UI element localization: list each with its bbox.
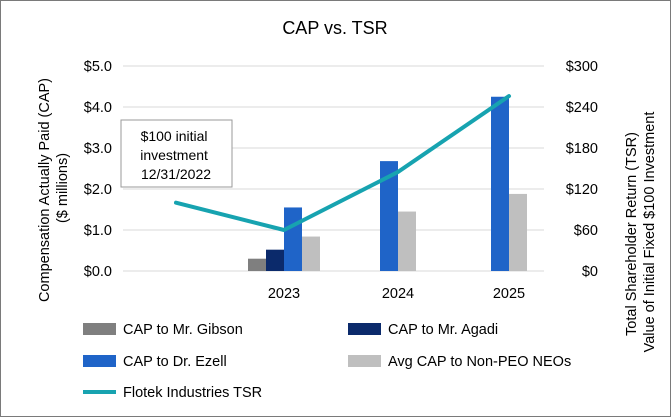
annotation-line-2: investment [140,147,208,163]
y-axis-label: Compensation Actually Paid (CAP) ($ mill… [37,74,71,302]
y2-tick-label: $60 [574,223,598,239]
y2-tick-label: $180 [566,141,598,157]
bar-cap-to-dr-ezell-2025 [491,96,509,271]
x-tick-label: 2024 [382,286,414,302]
legend-label-cap-to-dr-ezell: CAP to Dr. Ezell [123,354,227,370]
gridlines [123,65,544,272]
bar-avg-cap-to-non-peo-neos-2024 [398,211,416,271]
y2-tick-label: $0 [582,264,598,280]
annotation-box [120,119,233,188]
x-tick-label: 2023 [268,286,300,302]
y-axis-label-line-2: ($ millions) [55,153,71,223]
y-tick-label: $2.0 [84,182,112,198]
bar-cap-to-dr-ezell-2023 [284,207,302,271]
legend: CAP to Mr. Gibson CAP to Mr. Agadi CAP to … [83,322,571,401]
legend-label-flotek-industries-tsr: Flotek Industries TSR [123,385,262,401]
annotation-line-1: $100 initial [141,128,208,144]
y-tick-label: $0.0 [84,264,112,280]
y2-tick-label: $120 [566,182,598,198]
bar-cap-to-mr-agadi-2023 [266,249,284,271]
bar-avg-cap-to-non-peo-neos-2023 [302,236,320,271]
bar-cap-to-dr-ezell-2024 [380,161,398,271]
tsr-line-series [174,94,511,232]
y-tick-label: $1.0 [84,223,112,239]
legend-label-cap-to-mr-agadi: CAP to Mr. Agadi [388,322,498,338]
legend-label-avg-cap-to-non-peo-neos: Avg CAP to Non-PEO NEOs [388,354,571,370]
secondary-y-axis-ticks: $0 $60 $120 $180 $240 $300 [566,59,598,280]
y-axis-label-line-1: Compensation Actually Paid (CAP) [37,78,53,302]
y2-axis-label: Total Shareholder Return (TSR) Value of … [624,112,658,353]
bar-cap-to-mr-gibson-2023 [248,258,266,271]
y-tick-label: $5.0 [84,59,112,75]
primary-y-axis-ticks: $0.0 $1.0 $2.0 $3.0 $4.0 $5.0 [84,59,112,280]
x-axis-ticks: 2023 2024 2025 [268,286,525,302]
chart-title: CAP vs. TSR [282,18,387,38]
y2-tick-label: $240 [566,100,598,116]
initial-investment-annotation: $100 initial investment 12/31/2022 [120,119,233,188]
y-tick-label: $4.0 [84,100,112,116]
legend-swatch-cap-to-dr-ezell [83,355,116,367]
y-tick-label: $3.0 [84,141,112,157]
legend-swatch-cap-to-mr-agadi [348,323,381,335]
legend-label-cap-to-mr-gibson: CAP to Mr. Gibson [123,322,243,338]
bar-series [248,96,527,271]
legend-swatch-avg-cap-to-non-peo-neos [348,355,381,367]
y2-axis-label-line-1: Total Shareholder Return (TSR) [624,132,640,336]
legend-swatch-cap-to-mr-gibson [83,323,116,335]
annotation-text: $100 initial investment 12/31/2022 [140,128,212,182]
x-tick-label: 2025 [493,286,525,302]
y2-tick-label: $300 [566,59,598,75]
tsr-line [174,94,511,232]
y2-axis-label-line-2: Value of Initial Fixed $100 Investment [642,112,658,353]
annotation-line-3: 12/31/2022 [141,166,211,182]
bar-avg-cap-to-non-peo-neos-2025 [509,193,527,271]
